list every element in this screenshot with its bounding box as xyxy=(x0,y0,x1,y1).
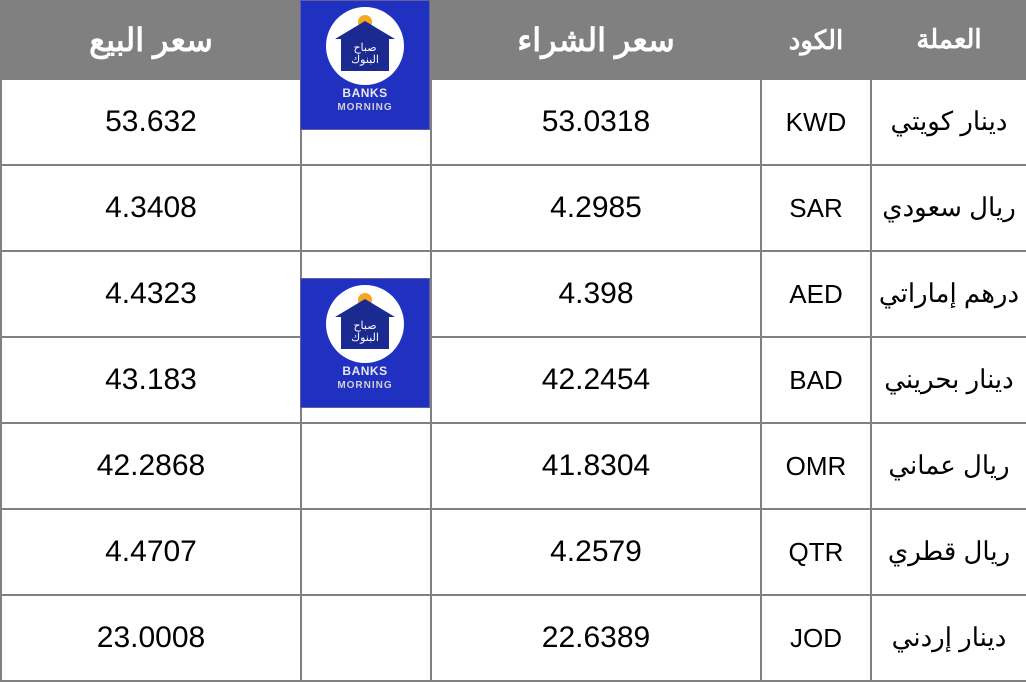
banks-morning-logo-icon: صباح البنوك BANKS MORNING xyxy=(300,0,430,130)
cell-name: دينار إردني xyxy=(871,595,1026,681)
cell-buy: 4.2985 xyxy=(431,165,761,251)
cell-name: دينار كويتي xyxy=(871,79,1026,165)
cell-sell: 4.4323 xyxy=(1,251,301,337)
cell-sell: 53.632 xyxy=(1,79,301,165)
cell-buy: 53.0318 xyxy=(431,79,761,165)
table-row: 4.4707 4.2579 QTR ريال قطري xyxy=(1,509,1026,595)
cell-code: AED xyxy=(761,251,871,337)
logo-house-icon: صباح البنوك xyxy=(326,285,404,363)
logo-arabic-line2: البنوك xyxy=(351,332,379,344)
cell-logo-gap xyxy=(301,595,431,681)
logo-caption-line1: BANKS xyxy=(342,86,387,100)
cell-buy: 41.8304 xyxy=(431,423,761,509)
table-row: 53.632 53.0318 KWD دينار كويتي xyxy=(1,79,1026,165)
header-name: العملة xyxy=(871,1,1026,79)
cell-code: KWD xyxy=(761,79,871,165)
cell-name: ريال عماني xyxy=(871,423,1026,509)
cell-name: ريال سعودي xyxy=(871,165,1026,251)
table-row: 42.2868 41.8304 OMR ريال عماني xyxy=(1,423,1026,509)
header-code: الكود xyxy=(761,1,871,79)
logo-caption-line2: MORNING xyxy=(337,102,392,113)
cell-buy: 22.6389 xyxy=(431,595,761,681)
logo-body: صباح البنوك xyxy=(341,315,389,349)
table-row: 4.3408 4.2985 SAR ريال سعودي xyxy=(1,165,1026,251)
cell-code: JOD xyxy=(761,595,871,681)
cell-logo-gap xyxy=(301,423,431,509)
logo-arabic-line1: صباح xyxy=(353,42,376,54)
cell-code: SAR xyxy=(761,165,871,251)
table-header-row: سعر البيع سعر الشراء الكود العملة xyxy=(1,1,1026,79)
cell-sell: 4.4707 xyxy=(1,509,301,595)
cell-sell: 23.0008 xyxy=(1,595,301,681)
cell-sell: 42.2868 xyxy=(1,423,301,509)
cell-sell: 43.183 xyxy=(1,337,301,423)
logo-caption-line2: MORNING xyxy=(337,380,392,391)
exchange-rates-table: سعر البيع سعر الشراء الكود العملة 53.632… xyxy=(0,0,1026,682)
logo-house-icon: صباح البنوك xyxy=(326,7,404,85)
cell-code: QTR xyxy=(761,509,871,595)
logo-caption-line1: BANKS xyxy=(342,364,387,378)
table-row: 43.183 42.2454 BAD دينار بحريني xyxy=(1,337,1026,423)
header-sell: سعر البيع xyxy=(1,1,301,79)
cell-buy: 4.398 xyxy=(431,251,761,337)
cell-logo-gap xyxy=(301,509,431,595)
logo-arabic-line2: البنوك xyxy=(351,54,379,66)
logo-body: صباح البنوك xyxy=(341,37,389,71)
header-buy: سعر الشراء xyxy=(431,1,761,79)
cell-buy: 4.2579 xyxy=(431,509,761,595)
cell-code: BAD xyxy=(761,337,871,423)
logo-caption: BANKS MORNING xyxy=(337,87,392,113)
cell-name: درهم إماراتي xyxy=(871,251,1026,337)
banks-morning-logo-icon: صباح البنوك BANKS MORNING xyxy=(300,278,430,408)
cell-name: ريال قطري xyxy=(871,509,1026,595)
logo-arabic-line1: صباح xyxy=(353,320,376,332)
table-row: 23.0008 22.6389 JOD دينار إردني xyxy=(1,595,1026,681)
table-row: 4.4323 4.398 AED درهم إماراتي xyxy=(1,251,1026,337)
logo-caption: BANKS MORNING xyxy=(337,365,392,391)
cell-buy: 42.2454 xyxy=(431,337,761,423)
cell-sell: 4.3408 xyxy=(1,165,301,251)
cell-name: دينار بحريني xyxy=(871,337,1026,423)
cell-logo-gap xyxy=(301,165,431,251)
cell-code: OMR xyxy=(761,423,871,509)
